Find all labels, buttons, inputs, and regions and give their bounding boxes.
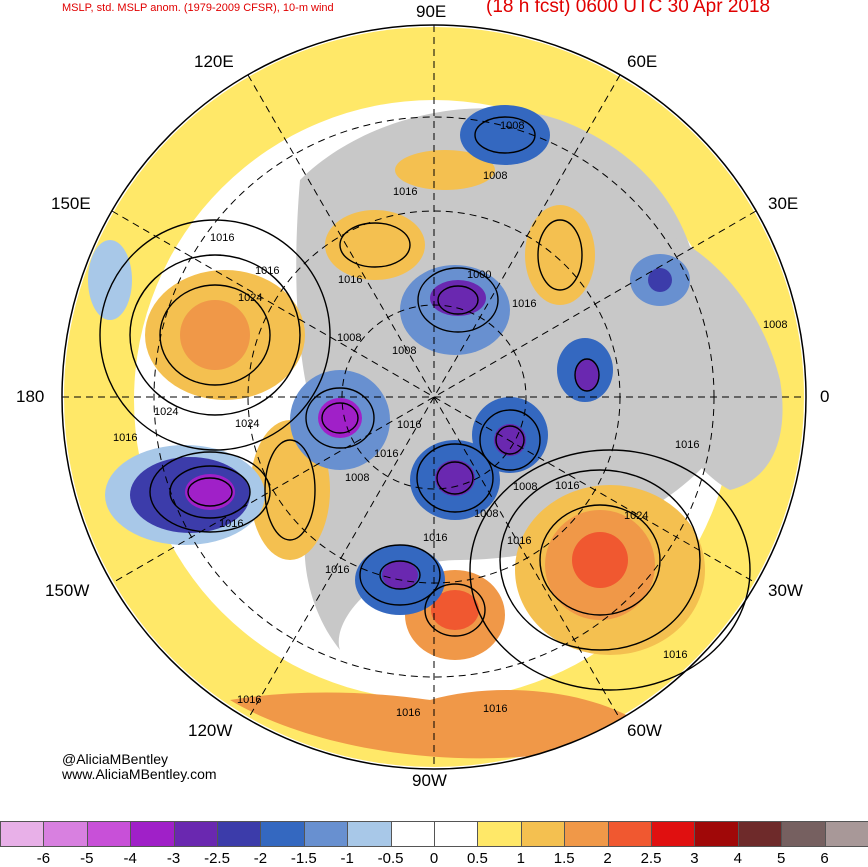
credit-handle: @AliciaMBentley — [62, 751, 169, 767]
isobar-labels: 1008 1008 1016 1016 1016 1024 1016 1008 … — [113, 120, 787, 719]
lon-label-120e: 120E — [194, 52, 234, 71]
colorbar-swatch — [173, 821, 218, 847]
isobar-label: 1008 — [513, 481, 537, 493]
colorbar-swatch — [347, 821, 392, 847]
colorbar-label: 1.5 — [553, 850, 575, 867]
colorbar-swatch — [260, 821, 305, 847]
isobar-label: 1016 — [512, 298, 536, 310]
colorbar-label: -4 — [123, 850, 137, 867]
isobar-label: 1008 — [392, 345, 416, 357]
colorbar-swatch — [217, 821, 262, 847]
isobar-label: 1016 — [210, 232, 234, 244]
colorbar-label: -1.5 — [290, 850, 317, 867]
isobar-label: 1016 — [393, 186, 417, 198]
colorbar-label: -2.5 — [204, 850, 230, 867]
colorbar: -6 -5 -4 -3 -2.5 -2 -1.5 -1 -0.5 0 0.5 1 1.5 2 2.5 3 4 5 6 — [0, 820, 868, 867]
credit-url: www.AliciaMBentley.com — [62, 766, 217, 782]
colorbar-swatch — [86, 821, 132, 847]
isobar-label: 1016 — [396, 707, 420, 719]
colorbar-swatch — [390, 821, 435, 847]
isobars — [99, 116, 751, 691]
isobar-label: 1008 — [483, 170, 507, 182]
isobar-label: 1024 — [238, 292, 262, 304]
colorbar-label: 6 — [820, 850, 829, 867]
map-title: MSLP, std. MSLP anom. (1979-2009 CFSR), … — [62, 2, 334, 14]
lon-label-30e: 30E — [768, 194, 799, 213]
isobar-label: 1016 — [555, 480, 579, 492]
isobar-label: 1016 — [219, 518, 243, 530]
colorbar-label: 5 — [777, 850, 786, 867]
colorbar-swatch — [434, 821, 479, 847]
forecast-time: (18 h fcst) 0600 UTC 30 Apr 2018 — [486, 0, 771, 17]
lon-label-180: 180 — [16, 387, 45, 406]
colorbar-label: -0.5 — [377, 850, 404, 867]
isobar-label: 1016 — [423, 532, 447, 544]
isobar-label: 1016 — [237, 694, 261, 706]
isobar-label: 1024 — [624, 510, 648, 522]
colorbar-label: 1 — [516, 850, 525, 867]
lon-label-150e: 150E — [51, 194, 91, 213]
isobar-label: 1008 — [474, 508, 498, 520]
colorbar-label: 0.5 — [466, 850, 488, 867]
colorbar-swatch — [477, 821, 522, 847]
colorbar-swatch — [651, 821, 696, 847]
lon-label-90e: 90E — [416, 2, 447, 21]
colorbar-label: 0 — [429, 850, 439, 867]
isobar-label: 1016 — [113, 432, 137, 444]
graticule — [62, 25, 806, 769]
colorbar-label: -6 — [36, 850, 51, 867]
isobar-label: 1016 — [675, 439, 699, 451]
polar-map: 1008 1008 1016 1016 1016 1024 1016 1008 … — [61, 24, 807, 770]
colorbar-label: -1 — [340, 850, 354, 867]
colorbar-swatch — [737, 821, 783, 847]
colorbar-swatch — [564, 821, 609, 847]
colorbar-swatch — [43, 821, 88, 847]
lon-label-150w: 150W — [45, 581, 90, 600]
colorbar-swatch — [781, 821, 826, 847]
isobar-label: 1024 — [235, 418, 259, 430]
colorbar-label: -3 — [166, 850, 181, 867]
isobar-label: 1016 — [507, 535, 531, 547]
lon-label-90w: 90W — [412, 771, 447, 790]
colorbar-swatch — [0, 821, 45, 847]
isobar-label: 1016 — [483, 703, 507, 715]
isobar-label: 1016 — [325, 564, 349, 576]
lon-label-0: 0 — [820, 387, 830, 406]
map-boundary — [61, 24, 807, 770]
isobar-label: 1016 — [397, 419, 421, 431]
lon-label-120w: 120W — [188, 721, 233, 740]
isobar-label: 1008 — [345, 472, 369, 484]
colorbar-label: -5 — [80, 850, 94, 867]
isobar-label: 1008 — [763, 319, 787, 331]
colorbar-label: 2.5 — [640, 850, 662, 867]
colorbar-label: 2 — [603, 850, 612, 867]
isobar-label: 1024 — [154, 406, 178, 418]
colorbar-swatch — [694, 821, 739, 847]
isobar-label: 1016 — [338, 274, 362, 286]
lon-label-60w: 60W — [627, 721, 662, 740]
colorbar-swatch — [607, 821, 652, 847]
lon-label-30w: 30W — [768, 581, 803, 600]
colorbar-swatch — [824, 821, 868, 847]
isobar-label: 1000 — [467, 269, 491, 281]
isobar-label: 1016 — [663, 649, 687, 661]
isobar-label: 1008 — [500, 120, 524, 132]
isobar-label: 1016 — [374, 448, 398, 460]
colorbar-swatch — [520, 821, 566, 847]
colorbar-swatch — [130, 821, 175, 847]
colorbar-label: 4 — [733, 850, 742, 867]
colorbar-label: -2 — [253, 850, 268, 867]
colorbar-label: 3 — [690, 850, 699, 867]
lon-label-60e: 60E — [627, 52, 658, 71]
colorbar-swatch — [303, 821, 349, 847]
isobar-label: 1016 — [255, 265, 279, 277]
isobar-label: 1008 — [337, 332, 361, 344]
